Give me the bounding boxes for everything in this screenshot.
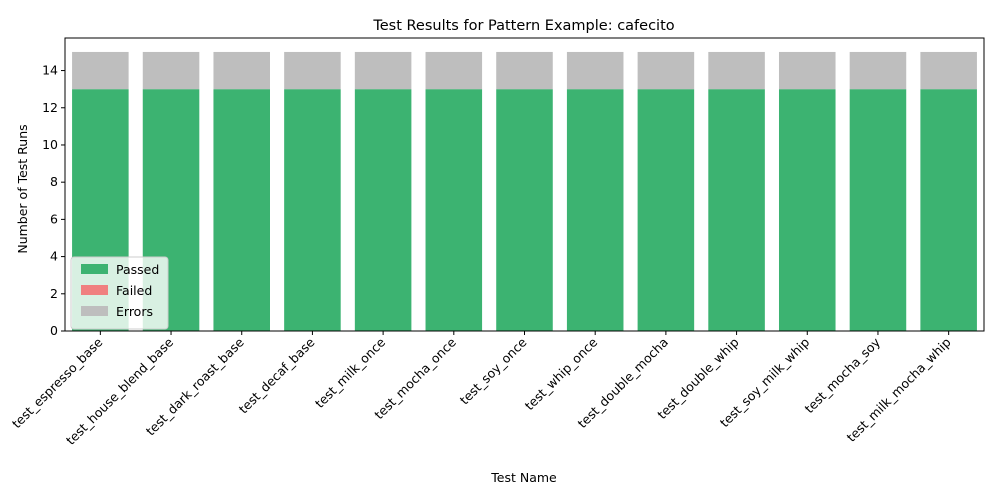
bar-passed-test_whip_once: [566, 89, 624, 331]
bar-passed-test_soy_once: [496, 89, 553, 331]
bar-passed-test_double_whip: [708, 89, 765, 331]
x-tick-label-test_decaf_base: test_decaf_base: [236, 334, 318, 416]
bar-passed-test_dark_roast_base: [213, 89, 270, 331]
bar-errors-test_house_blend_base: [142, 51, 200, 90]
x-tick-label-test_soy_once: test_soy_once: [457, 334, 530, 407]
legend-swatch-passed: [81, 264, 108, 274]
bar-errors-test_mocha_soy: [849, 51, 907, 90]
y-tick-label-2: 2: [50, 286, 58, 301]
bar-passed-test_soy_milk_whip: [778, 89, 836, 331]
legend-swatch-failed: [81, 285, 108, 295]
bar-errors-test_soy_once: [496, 51, 553, 90]
y-axis-label: Number of Test Runs: [15, 124, 30, 253]
legend-label-passed: Passed: [116, 262, 159, 277]
bar-errors-test_whip_once: [566, 51, 624, 90]
bar-errors-test_decaf_base: [284, 51, 341, 90]
x-tick-label-test_whip_once: test_whip_once: [522, 334, 601, 413]
bar-errors-test_mocha_once: [425, 51, 483, 90]
y-tick-label-0: 0: [50, 323, 58, 338]
bar-errors-test_espresso_base: [72, 51, 129, 90]
bar-errors-test_dark_roast_base: [213, 51, 270, 90]
x-tick-label-test_milk_once: test_milk_once: [312, 334, 389, 411]
bar-passed-test_decaf_base: [284, 89, 341, 331]
bar-errors-test_milk_once: [354, 51, 412, 90]
chart-title: Test Results for Pattern Example: cafeci…: [372, 18, 674, 34]
y-tick-label-8: 8: [50, 174, 58, 189]
y-tick-label-10: 10: [42, 137, 58, 152]
bars-layer: [72, 51, 977, 331]
x-tick-label-test_mocha_soy: test_mocha_soy: [802, 334, 884, 416]
bar-passed-test_milk_mocha_whip: [920, 89, 977, 331]
bar-errors-test_double_mocha: [637, 51, 695, 90]
bar-passed-test_mocha_once: [425, 89, 483, 331]
legend: Passed Failed Errors: [70, 256, 169, 330]
bar-passed-test_mocha_soy: [849, 89, 907, 331]
bar-errors-test_milk_mocha_whip: [920, 51, 977, 90]
legend-swatch-errors: [81, 306, 108, 316]
legend-label-errors: Errors: [116, 304, 153, 319]
bar-errors-test_soy_milk_whip: [778, 51, 836, 90]
bar-passed-test_double_mocha: [637, 89, 695, 331]
bar-passed-test_milk_once: [354, 89, 412, 331]
y-tick-label-4: 4: [50, 249, 58, 264]
y-tick-label-12: 12: [42, 100, 58, 115]
bar-errors-test_double_whip: [708, 51, 765, 90]
y-tick-label-6: 6: [50, 211, 58, 226]
legend-label-failed: Failed: [116, 283, 152, 298]
y-tick-label-14: 14: [42, 63, 58, 78]
x-axis-label: Test Name: [490, 470, 557, 485]
